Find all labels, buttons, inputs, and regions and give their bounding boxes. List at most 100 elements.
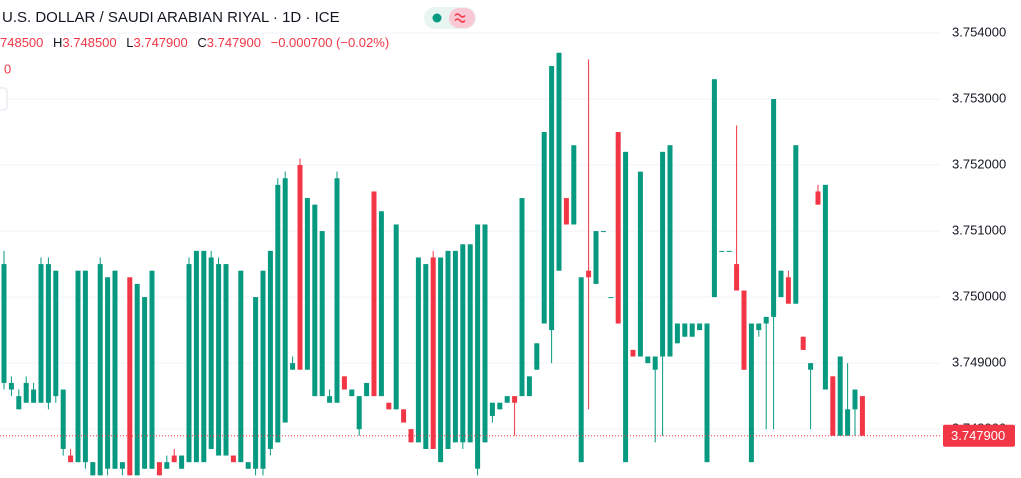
price-axis: 3.7480003.7490003.7500003.7510003.752000… [943, 24, 1015, 447]
candle-body [526, 376, 532, 397]
candle-body [571, 145, 577, 225]
candle-body [304, 198, 310, 370]
candle-body [415, 257, 421, 443]
candle-body [208, 257, 214, 449]
candle-body [253, 297, 259, 469]
candle-body [452, 250, 458, 443]
candle-body [674, 323, 680, 344]
candle-body [216, 264, 222, 456]
candle-body [267, 250, 273, 449]
candle-body [156, 462, 162, 476]
candle-body [808, 363, 814, 370]
candle-body [719, 250, 725, 252]
low-key: L [126, 35, 133, 50]
candle-body [600, 231, 606, 233]
candle-body [282, 178, 288, 423]
chart-title: U.S. DOLLAR / SAUDI ARABIAN RIYAL · 1D ·… [2, 9, 340, 26]
candle-body [519, 198, 525, 397]
candle-body [193, 250, 199, 463]
candle-body [364, 382, 370, 397]
candle-body [260, 270, 266, 469]
candle-body [23, 382, 29, 403]
candle-body [164, 462, 170, 469]
candle-body [756, 323, 762, 331]
candle-body [541, 132, 547, 324]
candle-body [1, 264, 7, 383]
candle-body [852, 389, 858, 410]
candle-body [652, 356, 658, 370]
candle-body [800, 336, 806, 350]
candle-body [460, 244, 466, 443]
candle-body [512, 396, 518, 403]
candle-body [349, 389, 355, 397]
candle-body [771, 99, 777, 317]
candle-body [504, 396, 510, 403]
candle-body [763, 316, 769, 324]
candle-body [16, 396, 22, 410]
candle-body [31, 389, 37, 403]
candle-body [105, 277, 111, 469]
candle-body [319, 231, 325, 397]
candle-body [356, 396, 362, 430]
candle-body [341, 376, 347, 390]
candle-body [201, 250, 207, 463]
candle-body [785, 277, 791, 304]
last-price-label: 3.747900 [951, 428, 1005, 443]
candle-body [149, 270, 155, 469]
candle-body [556, 52, 562, 271]
candle-body [393, 224, 399, 410]
candle-body [97, 264, 103, 476]
candle-body [645, 356, 651, 364]
candle-body [697, 323, 703, 331]
candle-body [327, 396, 333, 403]
y-tick-label: 3.754000 [952, 24, 1006, 39]
candle-body [179, 455, 185, 469]
candle-body [119, 462, 125, 469]
candle-body [623, 151, 629, 463]
candle-body [845, 409, 851, 436]
y-tick-label: 3.750000 [952, 289, 1006, 304]
candle-body [245, 462, 251, 469]
open-value: 748500 [0, 35, 43, 50]
legend-toggle[interactable] [0, 87, 8, 111]
candle-body [734, 264, 740, 291]
candle-body [467, 244, 473, 443]
candle-body [704, 323, 710, 463]
candle-body [682, 323, 688, 337]
change: −0.000700 (−0.02%) [271, 35, 390, 50]
candle-body [60, 389, 66, 449]
candle-body [563, 198, 569, 225]
candle-body [689, 323, 695, 337]
candle-body [186, 264, 192, 463]
candle-body [112, 270, 118, 469]
status-icons[interactable] [424, 7, 476, 29]
candle-body [660, 151, 666, 357]
candle-body [778, 270, 784, 298]
last-price-box [943, 424, 1015, 447]
candle-body [815, 191, 821, 205]
y-tick-label: 3.752000 [952, 156, 1006, 171]
candle-body [578, 277, 584, 463]
candle-body [593, 231, 599, 284]
high-key: H [53, 35, 62, 50]
candle-body [482, 224, 488, 443]
candle-body [297, 165, 303, 370]
candle-body [230, 455, 236, 463]
candle-body [726, 250, 732, 252]
low-value: 3.747900 [134, 35, 188, 50]
candle-body [793, 145, 799, 304]
y-tick-label: 3.749000 [952, 355, 1006, 370]
candle-body [475, 224, 481, 469]
candle-body [423, 264, 429, 449]
y-tick-label: 3.751000 [952, 223, 1006, 238]
candle-body [741, 290, 747, 370]
candle-body [142, 297, 148, 469]
candle-body [497, 402, 503, 410]
close-value: 3.747900 [207, 35, 261, 50]
candle-body [134, 283, 140, 476]
candle-body [68, 455, 74, 463]
ohlc-legend: 748500 H3.748500 L3.747900 C3.747900 −0.… [0, 35, 389, 50]
candle-body [822, 184, 828, 390]
candle-body [75, 270, 81, 463]
candle-body [615, 132, 621, 324]
